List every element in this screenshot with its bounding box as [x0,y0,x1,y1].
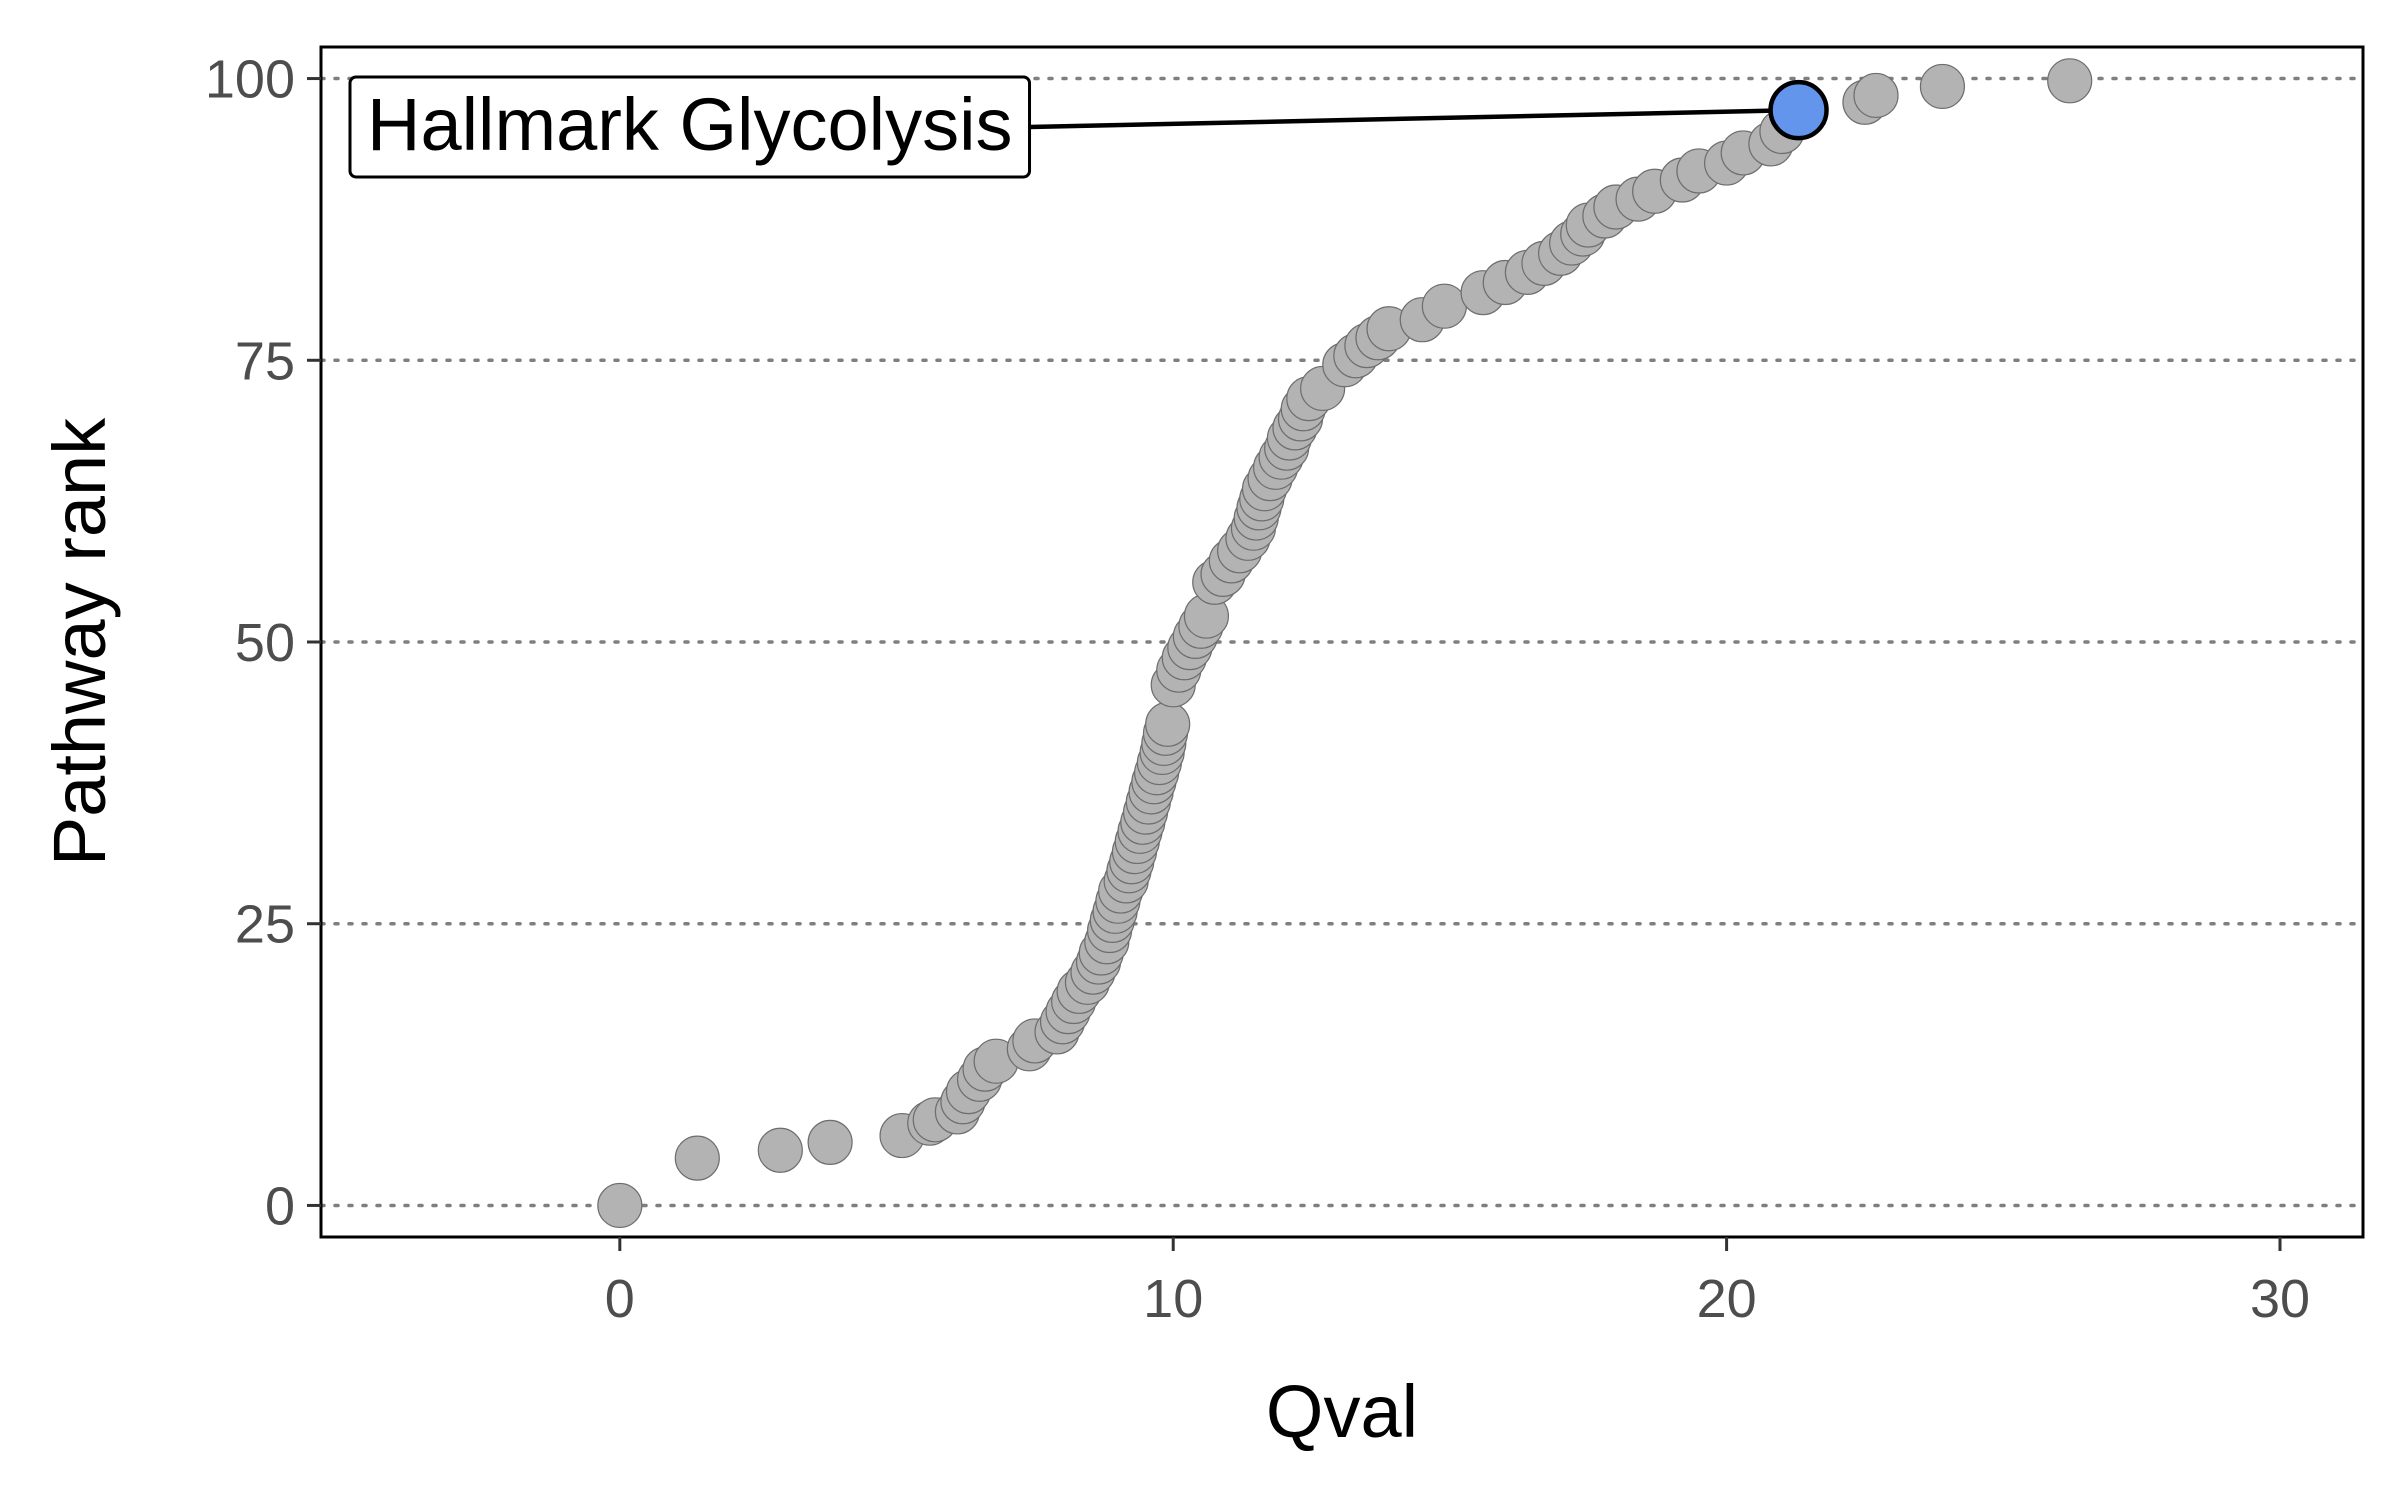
data-point-80 [1421,283,1467,329]
y-tick-label-50: 50 [235,613,295,673]
annotation-layer: Hallmark Glycolysis [348,75,1829,179]
y-tick-label-25: 25 [235,895,295,955]
data-point-100 [1853,72,1899,119]
x-tick-label-10: 10 [1143,1269,1203,1329]
point-layer [597,58,2093,1229]
annotation-label-hallmark-glycolysis: Hallmark Glycolysis [367,83,1013,166]
highlight-point-hallmark-glycolysis [1768,79,1829,141]
data-point-46 [1145,701,1191,747]
annotation-connector-line [1029,107,1799,130]
data-point-3 [807,1119,853,1165]
y-axis-title: Pathway rank [38,417,121,866]
y-tick-label-75: 75 [235,331,295,391]
data-point-101 [1919,63,1966,110]
data-point-0 [597,1182,643,1229]
x-axis-title: Qval [1266,1370,1418,1453]
y-tick-label-100: 100 [205,50,295,110]
x-tick-label-20: 20 [1697,1269,1757,1329]
data-point-1 [674,1135,720,1181]
data-point-2 [757,1127,803,1173]
annotation-label-box [348,75,1032,179]
data-point-102 [2047,58,2093,104]
tick-layer: 0 25 50 75 100 0 10 20 30 [205,50,2310,1329]
x-tick-label-0: 0 [605,1269,635,1329]
y-tick-label-0: 0 [265,1176,295,1236]
x-tick-label-30: 30 [2250,1269,2310,1329]
